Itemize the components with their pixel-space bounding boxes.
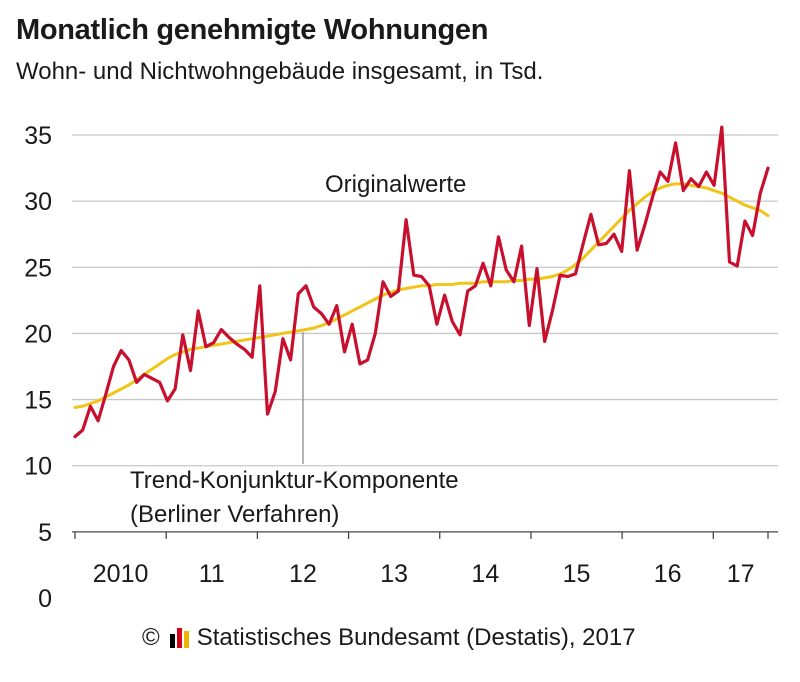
y-tick-label: 20 — [24, 320, 52, 348]
x-tick-label: 16 — [654, 560, 682, 588]
source-credit: © Statistisches Bundesamt (Destatis), 20… — [142, 624, 636, 652]
y-tick-label: 25 — [24, 254, 52, 282]
chart-subtitle: Wohn- und Nichtwohngebäude insgesamt, in… — [16, 58, 544, 85]
x-tick-label: 17 — [727, 560, 755, 588]
copyright-symbol: © — [142, 624, 160, 651]
logo-bar-yellow — [183, 631, 189, 648]
grid-lines — [72, 134, 778, 467]
y-tick-label: 30 — [24, 188, 52, 216]
series-line-trend-konjunktur-komponente — [73, 182, 770, 409]
x-tick-label: 11 — [199, 560, 225, 588]
logo-bar-red — [176, 628, 182, 648]
y-tick-label: 0 — [38, 585, 52, 613]
source-text: Statistisches Bundesamt (Destatis), 2017 — [196, 624, 636, 651]
series-line-originalwerte — [73, 125, 770, 439]
annotation-trend-line-1: Trend-Konjunktur-Komponente — [130, 467, 459, 494]
x-tick-label: 15 — [563, 560, 591, 588]
chart-title: Monatlich genehmigte Wohnungen — [16, 14, 489, 46]
series-lines — [73, 125, 770, 439]
y-tick-label: 15 — [24, 387, 52, 415]
y-axis-tick-labels: 0 5 10 15 20 25 30 35 — [24, 122, 52, 613]
y-tick-label: 35 — [24, 122, 52, 150]
x-tick-label: 14 — [471, 560, 499, 588]
x-tick-label: 12 — [289, 560, 317, 588]
x-tick-label: 2010 — [93, 560, 149, 588]
destatis-logo-icon — [169, 628, 189, 648]
x-axis — [72, 531, 778, 539]
y-tick-label: 5 — [38, 519, 52, 547]
annotation-original: Originalwerte — [325, 171, 466, 198]
y-tick-label: 10 — [24, 453, 52, 481]
x-tick-label: 13 — [380, 560, 408, 588]
annotation-trend-line-2: (Berliner Verfahren) — [130, 501, 339, 528]
x-axis-tick-labels: 2010 11 12 13 14 15 16 17 — [93, 560, 755, 588]
logo-bar-black — [169, 634, 175, 648]
chart-annotations: Originalwerte Trend-Konjunktur-Komponente… — [130, 171, 466, 528]
